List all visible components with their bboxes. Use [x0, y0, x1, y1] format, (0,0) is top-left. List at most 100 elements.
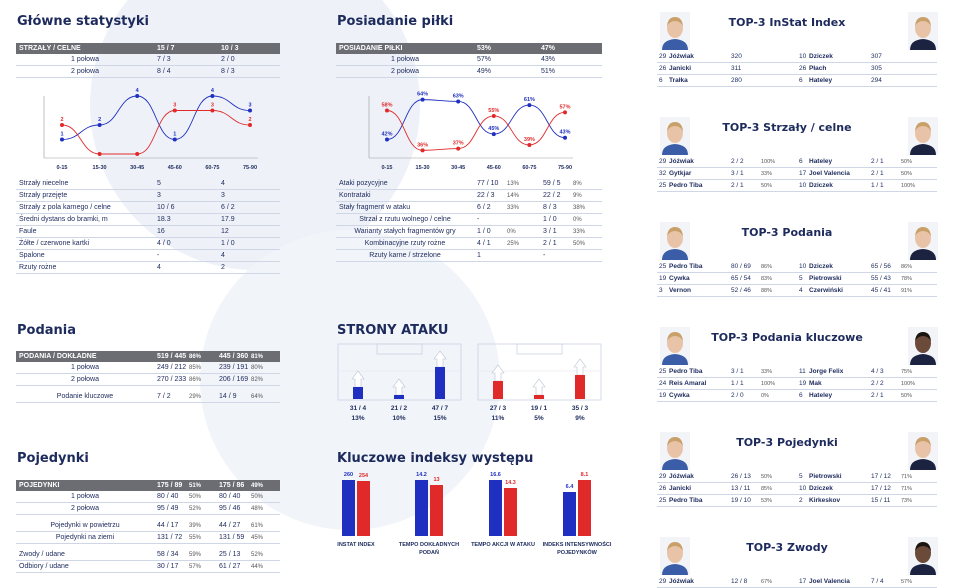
- row-team2-pct: 45%: [248, 531, 280, 544]
- player-pct: 100%: [899, 179, 937, 192]
- attack-bar: [575, 375, 585, 399]
- player-name: Płach: [807, 62, 869, 75]
- row-team1-pct: 55%: [186, 531, 216, 544]
- row-label: Pojedynki w powietrzu: [16, 520, 154, 532]
- row-team1: 44 / 17: [154, 520, 186, 532]
- row-label: Strzał z rzutu wolnego / celne: [336, 213, 474, 226]
- player-pct: 50%: [759, 471, 797, 483]
- key-index-value: 8.1: [580, 472, 589, 478]
- data-label: 64%: [417, 92, 428, 98]
- row-team2: 2 / 1: [540, 237, 570, 250]
- row-team1: -: [474, 213, 504, 226]
- data-label: 3: [211, 103, 214, 109]
- player-pct: [759, 62, 797, 75]
- table-row: 2 połowa 270 / 233 86% 206 / 169 82%: [16, 373, 280, 386]
- attack-side-pct: 15%: [433, 415, 447, 422]
- header-team2: 47%: [538, 43, 602, 54]
- attack-side-count: 35 / 3: [571, 405, 589, 412]
- key-index-value: 254: [358, 473, 369, 480]
- player-value: 311: [729, 62, 759, 75]
- player-pct: 50%: [759, 179, 797, 192]
- player-photo-avatar: [660, 537, 690, 575]
- series-line: [386, 99, 566, 140]
- player-number: 29: [657, 156, 667, 168]
- table-row: Podanie kluczowe 7 / 2 29% 14 / 9 64%: [16, 391, 280, 403]
- player-name: Dziczek: [807, 482, 869, 495]
- table-row: Kontrataki 22 / 3 14% 22 / 2 9%: [336, 189, 602, 202]
- row-team2: 175 / 86: [216, 480, 248, 491]
- player-number: 5: [797, 471, 807, 483]
- player-photo-avatar: [660, 432, 690, 470]
- table-row: Strzał z rzutu wolnego / celne - 1 / 0 0%: [336, 213, 602, 226]
- data-point: [135, 94, 140, 98]
- row-team2-pct: 61%: [248, 520, 280, 532]
- key-index-bar: [489, 480, 502, 536]
- table-row: Rzuty karne / strzelone 1 -: [336, 249, 602, 262]
- row-team2-pct: 0%: [570, 213, 602, 226]
- row-label: Rzuty rożne: [16, 261, 154, 274]
- player-number: 24: [657, 377, 667, 390]
- player-number: 6: [797, 74, 807, 87]
- key-index-value: 16.6: [490, 472, 501, 478]
- player-value: 3 / 1: [729, 366, 759, 378]
- row-team1: 18.3: [154, 213, 218, 226]
- player-number: 17: [797, 576, 807, 588]
- row-label: 1 połowa: [336, 54, 474, 66]
- table-row: 25 Pedro Tiba 3 / 1 33% 11 Jorge Felix 4 / 3 75…: [657, 366, 937, 378]
- player-pct: 33%: [759, 167, 797, 180]
- row-team1: 3: [154, 189, 218, 202]
- shots-line-chart: 0-15 15-30 30-45 45-60 60-75 75-90 1 2 4 1 4 3 2 3 3 2: [43, 88, 258, 171]
- data-point: [456, 99, 461, 104]
- data-label: 2: [98, 117, 101, 123]
- table-row: Ataki pozycyjne 77 / 10 13% 59 / 5 8%: [336, 178, 602, 190]
- table-row: Stały fragment w ataku 6 / 2 33% 8 / 3 38%: [336, 201, 602, 214]
- player-pct: 75%: [899, 366, 937, 378]
- row-team2-pct: 49%: [248, 480, 280, 491]
- row-team2: 206 / 169: [216, 373, 248, 386]
- row-team1: 77 / 10: [474, 178, 504, 190]
- player-value: 45 / 41: [869, 284, 899, 297]
- player-pct: [899, 74, 937, 87]
- data-label: 39%: [524, 137, 535, 143]
- row-team1-pct: 39%: [186, 520, 216, 532]
- table-row: Średni dystans do bramki, m 18.3 17.9: [16, 213, 280, 226]
- x-tick-label: 60-75: [522, 165, 536, 171]
- row-team1-pct: [504, 213, 540, 226]
- row-team1: 6 / 2: [474, 201, 504, 214]
- player-name: Cywka: [667, 272, 729, 285]
- player-number: 11: [797, 366, 807, 378]
- player-number: 19: [657, 272, 667, 285]
- table-row: 25 Pedro Tiba 19 / 10 53% 2 Kirkeskov 15 / 11 7…: [657, 494, 937, 507]
- top3-table: 25 Pedro Tiba 3 / 1 33% 11 Jorge Felix 4 / 3 75…: [657, 366, 937, 402]
- table-header: POJEDYNKI 175 / 89 51% 175 / 86 49%: [16, 480, 280, 491]
- row-label: 2 połowa: [16, 65, 154, 78]
- player-pct: [899, 62, 937, 75]
- table-row: 24 Reis Amaral 1 / 1 100% 19 Mak 2 / 2 100%: [657, 377, 937, 390]
- player-value: 52 / 46: [729, 284, 759, 297]
- player-name: Kirkeskov: [807, 494, 869, 507]
- top3-title: TOP-3 Strzały / celne: [722, 121, 852, 134]
- player-name: Janicki: [667, 62, 729, 75]
- row-team1: 80 / 40: [154, 491, 186, 503]
- player-pct: 83%: [759, 272, 797, 285]
- pitch-box: [516, 343, 563, 355]
- row-team2: 4: [218, 249, 280, 262]
- row-team1: 249 / 212: [154, 362, 186, 374]
- row-team1-pct: 52%: [186, 502, 216, 515]
- header-team1: 15 / 7: [154, 43, 218, 54]
- row-team2: 8 / 3: [218, 65, 280, 78]
- player-photo-avatar: [660, 222, 690, 260]
- row-team2-pct: 80%: [248, 362, 280, 374]
- player-number: 19: [657, 389, 667, 402]
- row-team1: 7 / 2: [154, 391, 186, 403]
- top3-table: 25 Pedro Tiba 80 / 69 86% 10 Dziczek 65 / 56 86…: [657, 261, 937, 297]
- row-team1-pct: 86%: [186, 351, 216, 362]
- player-pct: 50%: [899, 167, 937, 180]
- attack-arrow: [491, 364, 505, 382]
- data-point: [563, 110, 567, 115]
- player-number: 26: [657, 482, 667, 495]
- attack-side-count: 47 / 7: [431, 405, 449, 412]
- player-value: 2 / 0: [729, 389, 759, 402]
- player-value: 294: [869, 74, 899, 87]
- x-tick-label: 45-60: [168, 165, 182, 171]
